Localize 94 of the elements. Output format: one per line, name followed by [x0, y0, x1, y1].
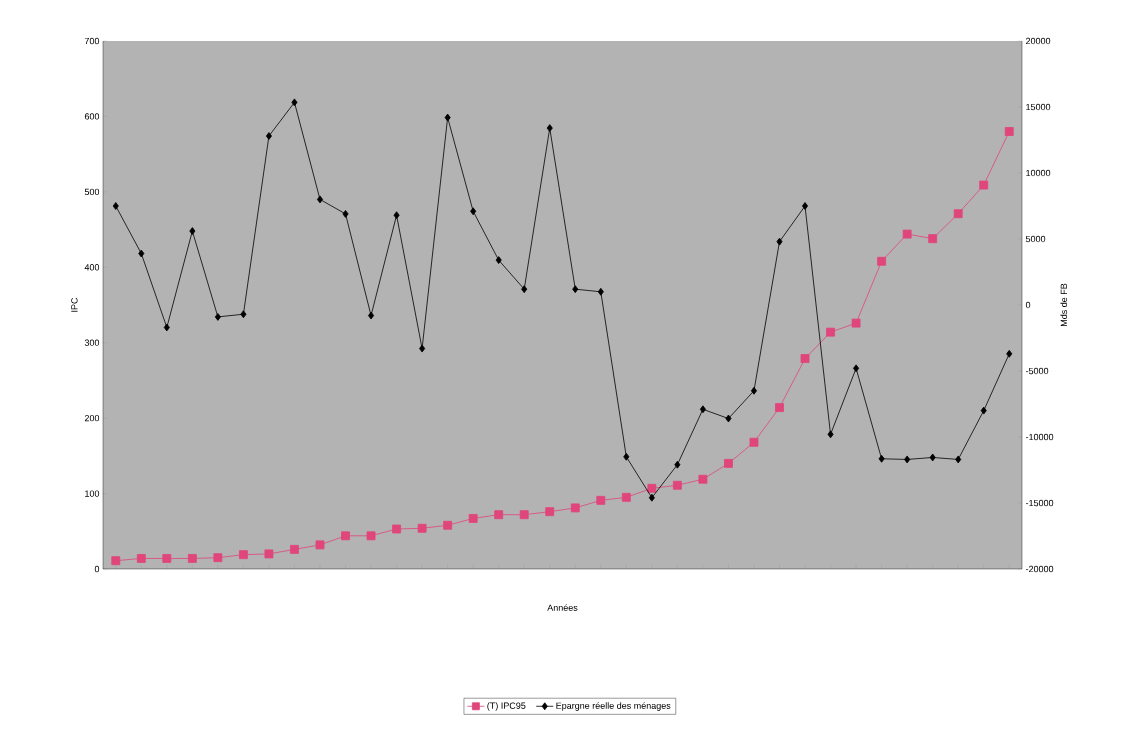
point [802, 202, 809, 210]
point [162, 554, 172, 563]
y2-tick-label: -10000 [1025, 433, 1054, 441]
point [368, 311, 375, 320]
point [953, 209, 963, 219]
point [647, 483, 657, 493]
point [980, 406, 987, 415]
point [494, 510, 504, 520]
point [366, 531, 376, 541]
point [393, 211, 400, 220]
point [111, 556, 121, 566]
point [775, 403, 784, 412]
point [240, 310, 247, 319]
legend-label: (T) IPC95 [487, 702, 526, 711]
y2-axis-title: Mds de FB [1060, 283, 1068, 327]
point [648, 493, 655, 502]
point [419, 344, 426, 353]
point [597, 287, 604, 296]
y-tick-label: 300 [84, 339, 100, 346]
point [136, 554, 146, 563]
point [621, 492, 631, 502]
point [674, 460, 681, 469]
point [902, 229, 912, 239]
y2-tick-label: 20000 [1026, 37, 1051, 45]
y2-tick-label: 0 [1025, 301, 1031, 309]
point [315, 540, 325, 550]
point [699, 405, 706, 414]
y-tick-label: 0 [94, 565, 100, 573]
point [672, 480, 682, 490]
point [468, 514, 478, 523]
point [417, 523, 427, 533]
point [470, 207, 477, 216]
y-tick-label: 600 [84, 113, 100, 120]
point [955, 455, 962, 464]
point [725, 414, 732, 423]
y-tick-label: 400 [84, 264, 100, 271]
point [698, 474, 708, 484]
point [851, 318, 861, 328]
point [316, 195, 324, 204]
point [239, 550, 248, 560]
y2-tick-label: 15000 [1026, 103, 1051, 111]
point [826, 327, 835, 337]
y-axis-title: IPC [71, 297, 78, 312]
point [443, 520, 453, 530]
point [878, 454, 885, 463]
point [290, 544, 299, 554]
point [265, 132, 272, 140]
point [572, 285, 579, 294]
point [187, 554, 197, 563]
point [163, 323, 170, 332]
point [342, 210, 349, 218]
point [570, 503, 580, 513]
y2-tick-label: -20000 [1025, 565, 1054, 573]
point [213, 553, 223, 563]
point [546, 124, 553, 133]
legend-label: Epargne réelle des ménages [556, 702, 671, 711]
point [853, 364, 860, 373]
point [519, 510, 529, 520]
point [189, 227, 196, 235]
point [521, 285, 528, 294]
point [495, 256, 502, 265]
point [264, 549, 274, 559]
point [1006, 349, 1013, 358]
point [545, 507, 555, 517]
y-tick-label: 500 [84, 188, 100, 196]
point [214, 312, 221, 321]
point [877, 256, 887, 266]
point [929, 453, 936, 462]
point [749, 437, 759, 447]
point [392, 524, 401, 534]
point [341, 531, 350, 541]
point [623, 452, 630, 461]
point [724, 459, 733, 468]
point [112, 202, 119, 210]
point [904, 455, 911, 464]
point [979, 180, 989, 190]
point [138, 249, 145, 258]
y2-tick-label: 10000 [1026, 169, 1051, 177]
y2-tick-label: -15000 [1025, 499, 1054, 507]
point [750, 386, 757, 395]
point [800, 354, 810, 363]
y2-tick-label: -5000 [1025, 367, 1049, 375]
x-axis-title: Années [547, 604, 578, 611]
point [928, 234, 938, 244]
point [1004, 127, 1014, 136]
point [596, 495, 606, 505]
point [827, 430, 834, 439]
point [291, 98, 298, 107]
y-tick-label: 700 [84, 37, 100, 45]
y2-tick-label: 5000 [1025, 235, 1046, 243]
y-tick-label: 200 [84, 414, 100, 422]
y-tick-label: 100 [85, 490, 100, 497]
point [444, 113, 451, 122]
point [776, 237, 783, 246]
